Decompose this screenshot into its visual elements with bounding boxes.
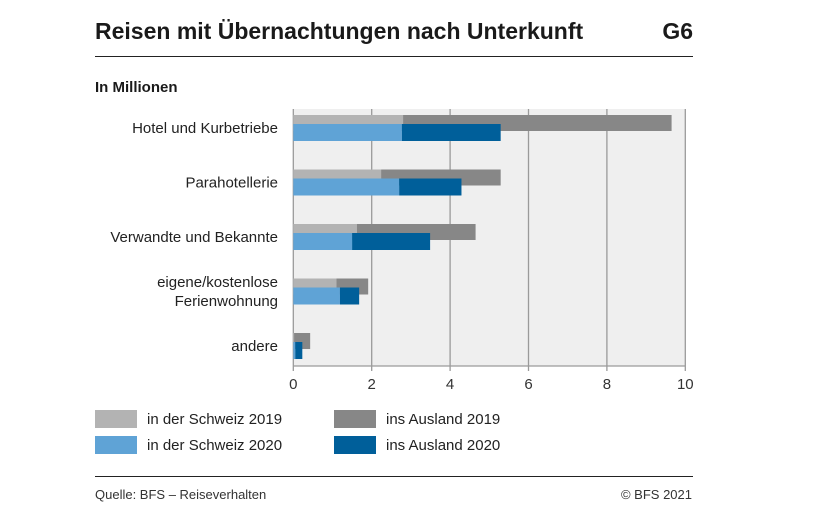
legend-label: ins Ausland 2020 [386,437,500,454]
x-tick-label: 6 [524,376,532,393]
copyright: © BFS 2021 [620,487,692,502]
category-label: Verwandte und Bekannte [110,229,278,246]
category-label: Ferienwohnung [175,293,278,310]
x-tick-label: 4 [446,376,454,393]
x-tick-label: 0 [289,376,297,393]
bar-in-der-schweiz-2020 [293,342,296,359]
legend-swatch [95,410,137,428]
legend-label: ins Ausland 2019 [386,411,500,428]
chart-code: G6 [662,18,693,44]
bar-in-der-schweiz-2020 [293,287,340,305]
category-label: eigene/kostenlose [157,274,278,291]
category-label: Parahotellerie [185,175,278,192]
bar-ins-ausland-2020 [352,233,431,250]
bar-ins-ausland-2020 [339,287,360,305]
legend-label: in der Schweiz 2019 [147,411,282,428]
bar-ins-ausland-2020 [295,342,303,359]
bar-in-der-schweiz-2020 [293,233,353,250]
source-note: Quelle: BFS – Reiseverhalten [95,487,267,502]
legend-swatch [334,410,376,428]
bar-ins-ausland-2020 [399,178,462,196]
bar-in-der-schweiz-2020 [293,178,400,196]
bar-in-der-schweiz-2020 [293,124,402,141]
x-tick-label: 10 [677,376,694,393]
legend-swatch [334,436,376,454]
category-label: andere [231,338,278,355]
legend-swatch [95,436,137,454]
bar-ins-ausland-2020 [401,124,501,141]
header-rule [95,56,693,57]
bar-in-der-schweiz-2019 [293,333,295,349]
chart-title: Reisen mit Übernachtungen nach Unterkunf… [95,18,584,44]
legend-label: in der Schweiz 2020 [147,437,282,454]
category-label: Hotel und Kurbetriebe [132,120,278,137]
x-tick-label: 8 [603,376,611,393]
unit-label: In Millionen [95,79,178,96]
footer-rule [95,476,693,477]
x-tick-label: 2 [368,376,376,393]
